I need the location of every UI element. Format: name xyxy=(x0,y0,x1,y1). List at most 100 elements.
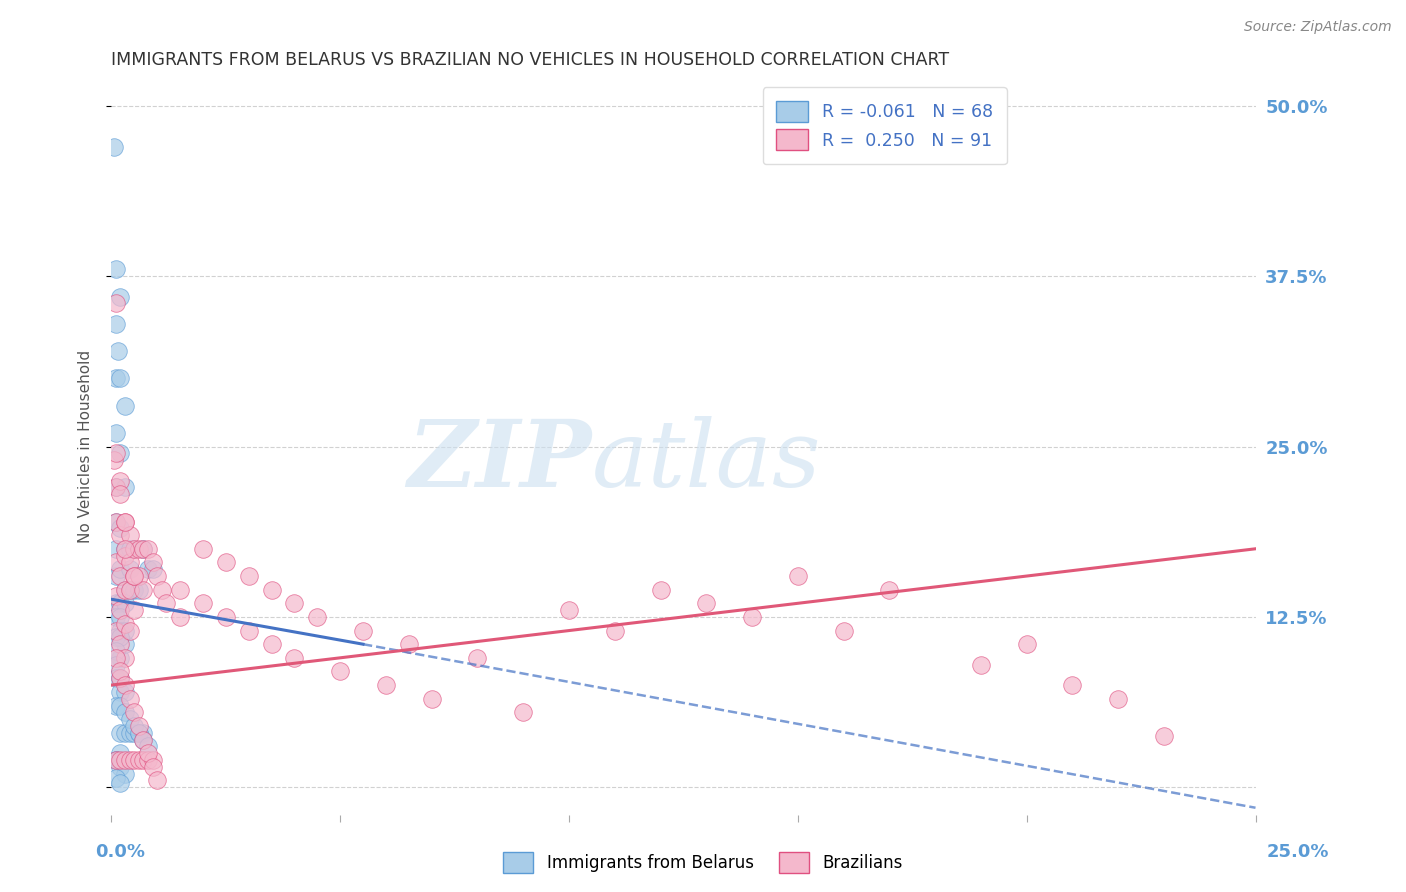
Point xyxy=(110,371,132,385)
Point xyxy=(110,698,132,713)
Point xyxy=(118,691,141,706)
Point xyxy=(104,753,127,767)
Point xyxy=(104,596,127,610)
Point xyxy=(104,515,127,529)
Point xyxy=(118,556,141,570)
Point xyxy=(104,425,127,440)
Point xyxy=(110,521,132,535)
Point xyxy=(104,650,127,665)
Point xyxy=(122,541,145,556)
Point xyxy=(110,671,132,685)
Point xyxy=(104,753,127,767)
Point xyxy=(136,562,159,576)
Point xyxy=(132,753,155,767)
Point xyxy=(103,139,125,153)
Point xyxy=(141,562,163,576)
Point xyxy=(114,582,136,597)
Point xyxy=(114,399,136,413)
Point xyxy=(118,528,141,542)
Point xyxy=(114,515,136,529)
Point xyxy=(329,665,352,679)
Point xyxy=(122,706,145,720)
Text: ZIP: ZIP xyxy=(408,417,592,507)
Point xyxy=(879,582,901,597)
Point xyxy=(122,582,145,597)
Point xyxy=(1153,729,1175,743)
Point xyxy=(741,610,763,624)
Point xyxy=(114,616,136,631)
Point xyxy=(110,562,132,576)
Point xyxy=(128,569,150,583)
Text: IMMIGRANTS FROM BELARUS VS BRAZILIAN NO VEHICLES IN HOUSEHOLD CORRELATION CHART: IMMIGRANTS FROM BELARUS VS BRAZILIAN NO … xyxy=(111,51,949,69)
Point xyxy=(1062,678,1084,692)
Point xyxy=(104,569,127,583)
Point xyxy=(118,712,141,726)
Point xyxy=(128,753,150,767)
Point xyxy=(104,657,127,672)
Legend: Immigrants from Belarus, Brazilians: Immigrants from Belarus, Brazilians xyxy=(496,846,910,880)
Point xyxy=(104,296,127,310)
Point xyxy=(110,631,132,645)
Point xyxy=(136,739,159,754)
Point xyxy=(238,624,260,638)
Point xyxy=(110,637,132,651)
Point xyxy=(128,541,150,556)
Text: 0.0%: 0.0% xyxy=(96,843,146,861)
Point xyxy=(110,624,132,638)
Point xyxy=(110,671,132,685)
Point xyxy=(110,596,132,610)
Point xyxy=(104,671,127,685)
Point xyxy=(104,610,127,624)
Point xyxy=(104,590,127,604)
Point xyxy=(215,556,238,570)
Point xyxy=(118,562,141,576)
Point xyxy=(122,569,145,583)
Point xyxy=(128,726,150,740)
Text: Source: ZipAtlas.com: Source: ZipAtlas.com xyxy=(1244,20,1392,34)
Point xyxy=(260,637,283,651)
Point xyxy=(970,657,993,672)
Point xyxy=(307,610,329,624)
Point xyxy=(191,541,214,556)
Point xyxy=(118,624,141,638)
Point xyxy=(104,480,127,494)
Point xyxy=(107,344,129,359)
Point xyxy=(169,610,191,624)
Point xyxy=(104,515,127,529)
Point xyxy=(110,446,132,460)
Point xyxy=(1015,637,1038,651)
Y-axis label: No Vehicles in Household: No Vehicles in Household xyxy=(79,350,93,543)
Point xyxy=(104,446,127,460)
Point xyxy=(104,317,127,331)
Point xyxy=(136,746,159,760)
Point xyxy=(128,582,150,597)
Point xyxy=(110,610,132,624)
Point xyxy=(122,569,145,583)
Point xyxy=(114,582,136,597)
Point xyxy=(558,603,581,617)
Point xyxy=(155,596,177,610)
Point xyxy=(512,706,534,720)
Point xyxy=(191,596,214,610)
Point xyxy=(103,453,125,467)
Point xyxy=(110,596,132,610)
Point xyxy=(786,569,808,583)
Point xyxy=(122,719,145,733)
Point xyxy=(136,541,159,556)
Point xyxy=(467,650,489,665)
Point xyxy=(122,603,145,617)
Point xyxy=(283,650,305,665)
Point xyxy=(352,624,374,638)
Point xyxy=(110,290,132,304)
Point xyxy=(136,753,159,767)
Point xyxy=(128,719,150,733)
Point xyxy=(146,773,169,788)
Point xyxy=(118,582,141,597)
Point xyxy=(110,474,132,488)
Point xyxy=(141,753,163,767)
Point xyxy=(169,582,191,597)
Point xyxy=(110,528,132,542)
Point xyxy=(260,582,283,597)
Point xyxy=(1107,691,1129,706)
Point xyxy=(110,746,132,760)
